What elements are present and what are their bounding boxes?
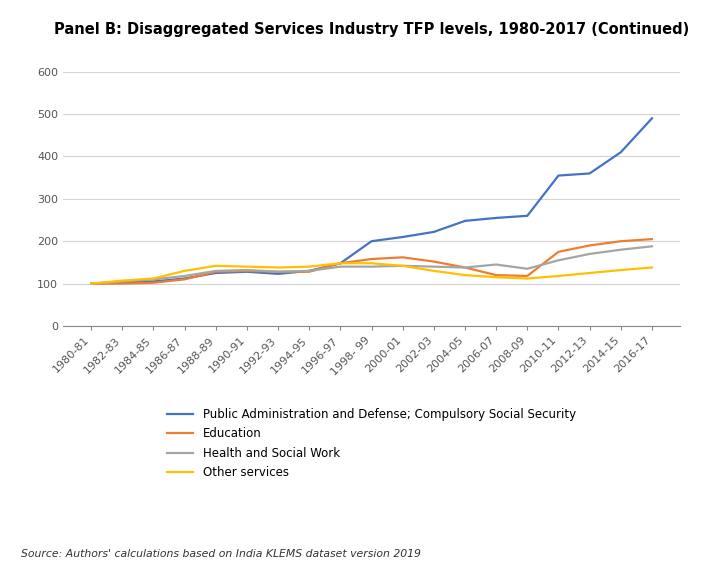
Title: Panel B: Disaggregated Services Industry TFP levels, 1980-2017 (Continued): Panel B: Disaggregated Services Industry… (54, 22, 689, 37)
Line: Other services: Other services (91, 263, 652, 284)
Other services (149, 275, 158, 282)
Education (118, 280, 126, 287)
Public Administration and Defense; Compulsory Social Security (336, 260, 345, 266)
Other services (367, 260, 376, 266)
Other services (523, 275, 531, 282)
Education (554, 248, 563, 255)
Health and Social Work (336, 263, 345, 270)
Health and Social Work (430, 263, 438, 270)
Health and Social Work (274, 269, 283, 275)
Education (617, 238, 625, 244)
Education (87, 280, 95, 287)
Line: Public Administration and Defense; Compulsory Social Security: Public Administration and Defense; Compu… (91, 119, 652, 284)
Other services (336, 260, 345, 266)
Health and Social Work (492, 261, 501, 268)
Other services (398, 262, 407, 269)
Text: Source: Authors' calculations based on India KLEMS dataset version 2019: Source: Authors' calculations based on I… (21, 549, 421, 559)
Other services (305, 263, 313, 270)
Other services (274, 264, 283, 271)
Public Administration and Defense; Compulsory Social Security (212, 270, 220, 277)
Education (180, 276, 189, 283)
Public Administration and Defense; Compulsory Social Security (617, 149, 625, 156)
Health and Social Work (212, 268, 220, 274)
Public Administration and Defense; Compulsory Social Security (149, 278, 158, 285)
Public Administration and Defense; Compulsory Social Security (461, 217, 469, 224)
Health and Social Work (243, 266, 251, 273)
Public Administration and Defense; Compulsory Social Security (398, 234, 407, 241)
Education (461, 264, 469, 271)
Public Administration and Defense; Compulsory Social Security (243, 269, 251, 275)
Health and Social Work (523, 265, 531, 272)
Line: Education: Education (91, 239, 652, 284)
Legend: Public Administration and Defense; Compulsory Social Security, Education, Health: Public Administration and Defense; Compu… (161, 402, 582, 485)
Other services (87, 280, 95, 287)
Education (243, 268, 251, 274)
Education (430, 258, 438, 265)
Other services (212, 262, 220, 269)
Health and Social Work (367, 263, 376, 270)
Public Administration and Defense; Compulsory Social Security (648, 115, 656, 122)
Health and Social Work (617, 246, 625, 253)
Public Administration and Defense; Compulsory Social Security (554, 172, 563, 179)
Other services (243, 263, 251, 270)
Education (585, 242, 594, 249)
Education (336, 260, 345, 266)
Health and Social Work (180, 273, 189, 279)
Public Administration and Defense; Compulsory Social Security (523, 212, 531, 219)
Education (648, 235, 656, 242)
Health and Social Work (398, 262, 407, 269)
Health and Social Work (585, 251, 594, 257)
Public Administration and Defense; Compulsory Social Security (87, 280, 95, 287)
Health and Social Work (149, 276, 158, 283)
Education (212, 269, 220, 275)
Education (149, 279, 158, 286)
Other services (118, 277, 126, 284)
Health and Social Work (305, 268, 313, 274)
Public Administration and Defense; Compulsory Social Security (118, 279, 126, 285)
Education (367, 256, 376, 262)
Public Administration and Defense; Compulsory Social Security (430, 229, 438, 235)
Other services (648, 264, 656, 271)
Other services (461, 272, 469, 279)
Education (274, 269, 283, 275)
Public Administration and Defense; Compulsory Social Security (585, 170, 594, 177)
Other services (430, 268, 438, 274)
Other services (554, 273, 563, 279)
Public Administration and Defense; Compulsory Social Security (367, 238, 376, 244)
Public Administration and Defense; Compulsory Social Security (274, 270, 283, 277)
Education (492, 272, 501, 279)
Other services (617, 266, 625, 273)
Public Administration and Defense; Compulsory Social Security (492, 215, 501, 221)
Other services (492, 274, 501, 280)
Public Administration and Defense; Compulsory Social Security (305, 268, 313, 274)
Health and Social Work (461, 264, 469, 271)
Health and Social Work (87, 280, 95, 287)
Line: Health and Social Work: Health and Social Work (91, 246, 652, 284)
Education (398, 254, 407, 261)
Education (305, 269, 313, 275)
Other services (180, 268, 189, 274)
Other services (585, 270, 594, 277)
Health and Social Work (554, 257, 563, 264)
Health and Social Work (648, 243, 656, 250)
Health and Social Work (118, 278, 126, 285)
Education (523, 273, 531, 279)
Public Administration and Defense; Compulsory Social Security (180, 275, 189, 282)
